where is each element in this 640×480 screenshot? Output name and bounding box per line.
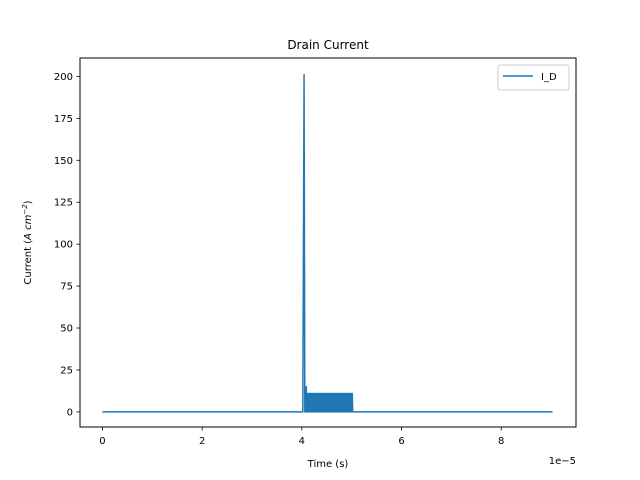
x-tick-label: 6 bbox=[398, 436, 404, 447]
x-tick-label: 8 bbox=[498, 436, 504, 447]
x-axis-offset-label: 1e−5 bbox=[549, 456, 576, 467]
x-axis-label: Time (s) bbox=[307, 459, 349, 470]
y-tick-label: 175 bbox=[54, 114, 73, 125]
y-tick-label: 150 bbox=[54, 156, 73, 167]
legend: I_D bbox=[497, 64, 570, 91]
y-axis-label-prefix: Current ( bbox=[23, 240, 34, 285]
y-tick-label: 75 bbox=[60, 282, 73, 293]
series-oscillation-band bbox=[304, 393, 353, 412]
chart-title: Drain Current bbox=[287, 38, 369, 52]
series-layer bbox=[102, 74, 553, 413]
y-tick-label: 200 bbox=[54, 72, 73, 83]
legend-label-i-d: I_D bbox=[541, 72, 557, 83]
legend-box bbox=[497, 64, 570, 91]
y-tick-label: 50 bbox=[60, 324, 73, 335]
y-axis-label: Current (A cm−2) bbox=[21, 200, 34, 284]
x-tick-label: 4 bbox=[299, 436, 305, 447]
axes-frame bbox=[79, 57, 577, 428]
y-axis-label-unit: A cm bbox=[23, 214, 34, 241]
plot-area bbox=[80, 58, 576, 427]
x-tick-label: 2 bbox=[199, 436, 205, 447]
y-axis-label-exponent: −2 bbox=[21, 204, 29, 215]
x-tick-label: 0 bbox=[99, 436, 105, 447]
y-tick-label: 125 bbox=[54, 198, 73, 209]
y-axis-label-suffix: ) bbox=[23, 200, 34, 204]
x-axis-ticks: 0 2 4 6 8 bbox=[99, 427, 504, 447]
y-tick-label: 100 bbox=[54, 240, 73, 251]
y-tick-label: 0 bbox=[67, 407, 73, 418]
y-axis-ticks: 0 25 50 75 100 125 150 175 200 bbox=[54, 72, 80, 418]
y-tick-label: 25 bbox=[60, 365, 73, 376]
